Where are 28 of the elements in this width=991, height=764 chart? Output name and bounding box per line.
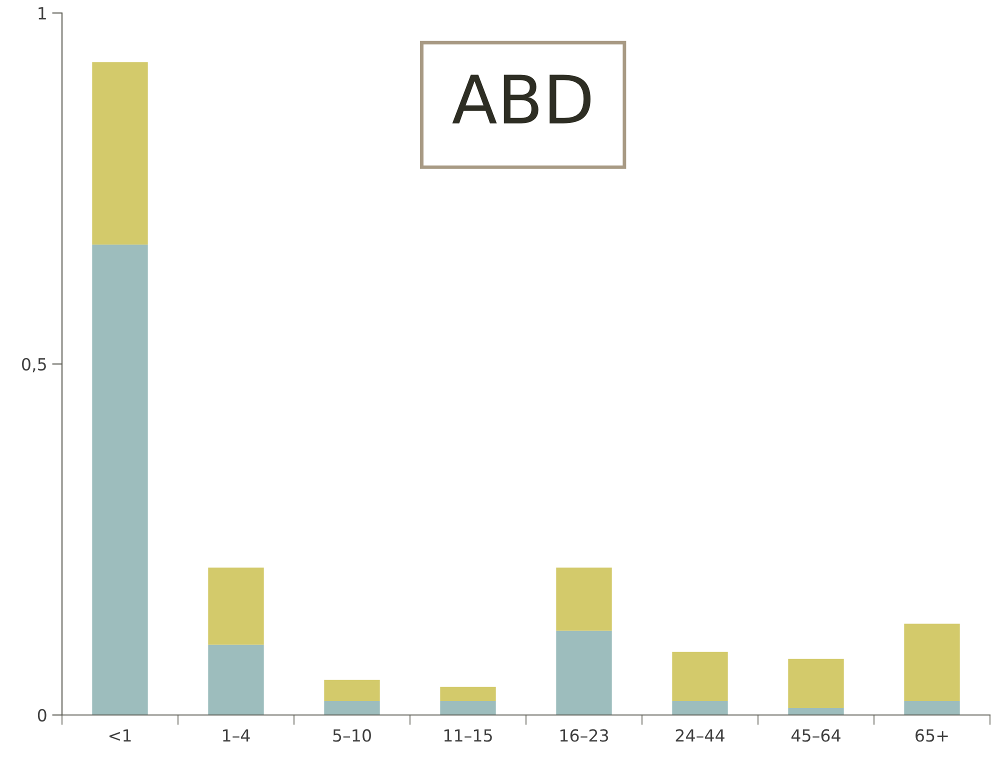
x-tick-label: 1–4 — [223, 729, 250, 742]
bar — [556, 630, 612, 715]
y-tick-label: 0 — [38, 708, 46, 722]
bar — [672, 700, 728, 715]
y-tick-label: 0,5 — [22, 358, 46, 372]
bar — [904, 624, 960, 701]
bar — [556, 568, 612, 631]
bar — [324, 700, 380, 715]
x-tick-label: 5–10 — [333, 729, 371, 742]
x-tick-label: 65+ — [916, 729, 948, 742]
y-tick-label: 1 — [38, 7, 46, 20]
x-tick-label: 11–15 — [444, 729, 492, 742]
bar — [208, 644, 264, 715]
bar — [92, 62, 148, 245]
bar — [92, 244, 148, 715]
bar — [440, 700, 496, 715]
x-tick-label: 16–23 — [560, 729, 608, 742]
x-tick-label: <1 — [109, 729, 131, 742]
bar — [904, 700, 960, 715]
bar — [672, 652, 728, 701]
bar — [440, 686, 496, 701]
bar — [788, 708, 844, 715]
annotation: ABD — [452, 74, 590, 124]
x-tick-label: 24–44 — [676, 729, 724, 742]
bar — [324, 680, 380, 701]
x-tick-label: 45–64 — [791, 729, 840, 742]
bar — [788, 658, 844, 708]
bar — [208, 568, 264, 645]
